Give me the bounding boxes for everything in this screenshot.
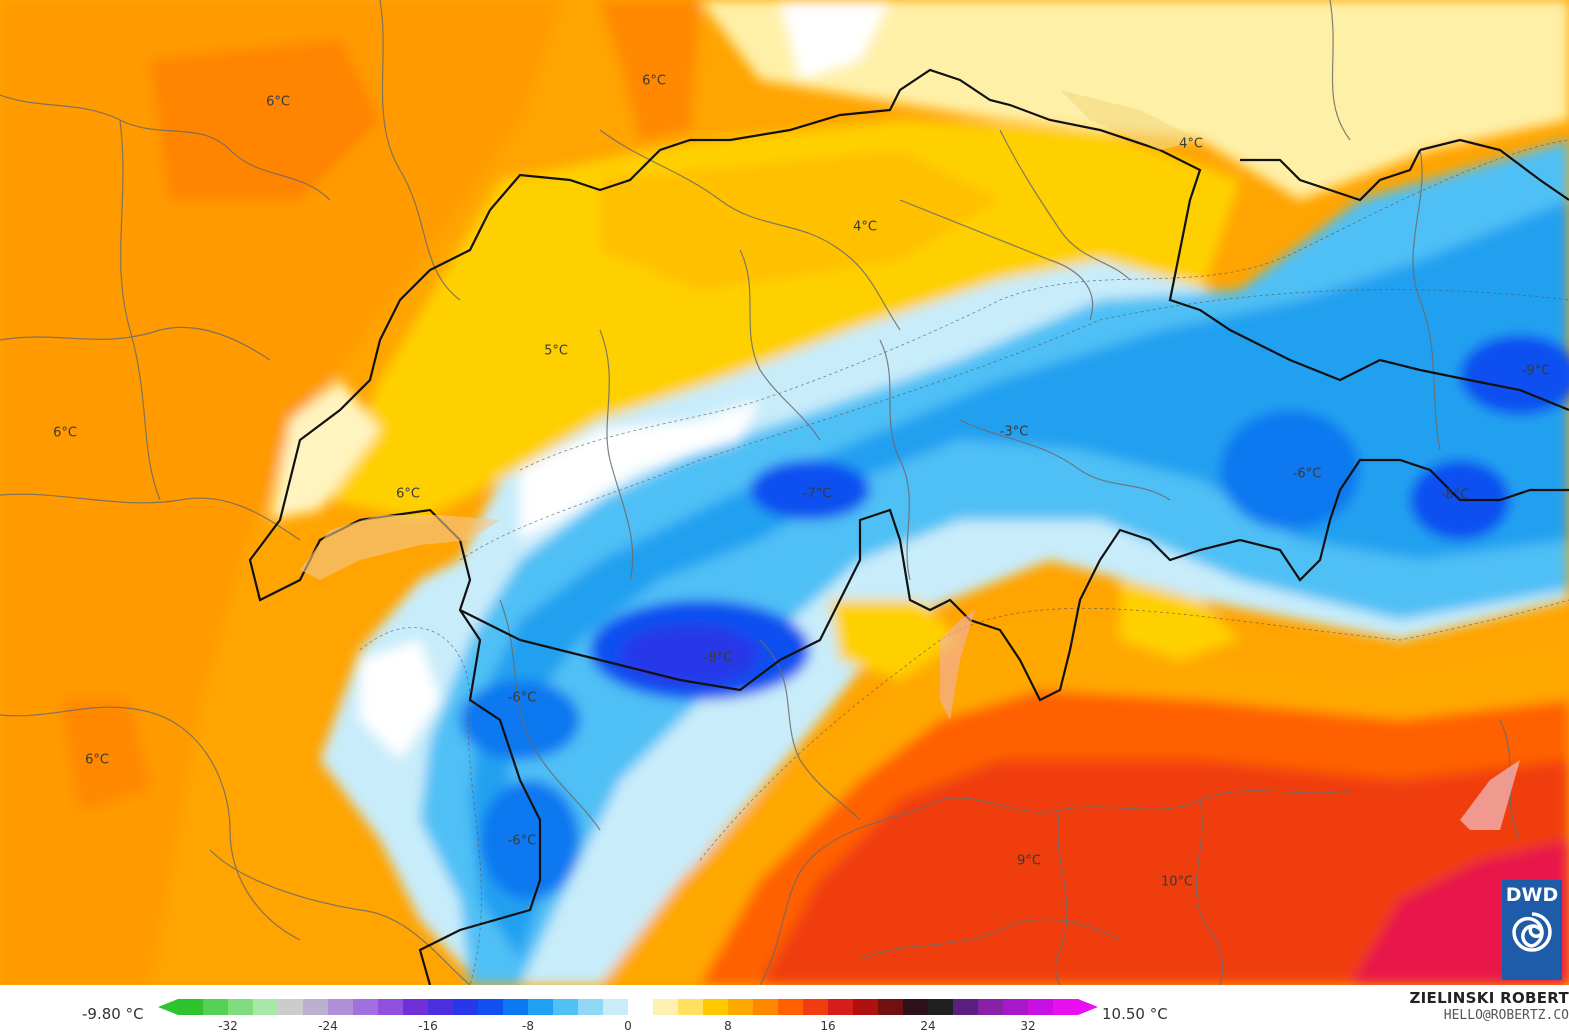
colorbar-segment: [753, 999, 779, 1015]
dwd-swirl-icon: [1512, 912, 1552, 952]
temp-label: 10°C: [1160, 874, 1194, 890]
temp-label: 9°C: [1017, 853, 1041, 869]
colorbar-segment: [528, 999, 554, 1015]
colorbar-segment: [203, 999, 229, 1015]
colorbar-segment: [303, 999, 329, 1015]
temp-label: -7°C: [802, 486, 832, 502]
colorbar-segment: [553, 999, 579, 1015]
colorbar-segment: [478, 999, 504, 1015]
colorbar-segment: [953, 999, 979, 1015]
colorbar-segment: [803, 999, 829, 1015]
temp-label: 6°C: [396, 486, 420, 502]
colorbar-segment: [428, 999, 454, 1015]
temp-label: -8°C: [1440, 487, 1470, 503]
colorbar-tick-label: -8: [522, 1019, 534, 1033]
colorbar-segment: [1028, 999, 1054, 1015]
colorbar-tick-label: 16: [820, 1019, 836, 1033]
map-canvas: [0, 0, 1569, 985]
temp-label: 6°C: [53, 425, 77, 441]
temperature-field: [0, 0, 1569, 985]
isotherms: [359, 139, 1569, 985]
colorbar-segment: [728, 999, 754, 1015]
temp-label: -6°C: [507, 833, 537, 849]
colorbar-tick-label: 32: [1020, 1019, 1036, 1033]
colorbar-segment: [253, 999, 279, 1015]
temp-label: -6°C: [507, 690, 537, 706]
temperature-map: 6°C 6°C 4°C 4°C 5°C 6°C 6°C 6°C -3°C -7°…: [0, 0, 1569, 985]
colorbar-tick-label: 0: [624, 1019, 632, 1033]
colorbar-segment: [403, 999, 429, 1015]
colorbar-segment: [928, 999, 954, 1015]
temp-label: 6°C: [266, 94, 290, 110]
colorbar-segment: [278, 999, 304, 1015]
colorbar-segment: [578, 999, 604, 1015]
colorbar-segment: [178, 999, 204, 1015]
colorbar-left-arrow: [158, 999, 178, 1015]
legend-max-value: 10.50 °C: [1102, 1005, 1168, 1023]
temp-label: -8°C: [703, 650, 733, 666]
legend: -9.80 °C -32 -24 -16 -8 0 8 16 24 32 10.50 °C ZI…: [0, 985, 1569, 1035]
colorbar-segment: [503, 999, 529, 1015]
author-credit: ZIELINSKI ROBERT: [1409, 989, 1569, 1007]
temp-label: 6°C: [642, 73, 666, 89]
temp-label: 4°C: [1179, 136, 1203, 152]
colorbar-tick-label: 24: [920, 1019, 936, 1033]
colorbar-segment: [378, 999, 404, 1015]
colorbar-segment: [453, 999, 479, 1015]
temp-label: 6°C: [85, 752, 109, 768]
colorbar: [158, 999, 1098, 1015]
colorbar-segment: [878, 999, 904, 1015]
legend-min-value: -9.80 °C: [82, 1005, 144, 1023]
temp-label: -6°C: [1292, 466, 1322, 482]
colorbar-segment: [978, 999, 1004, 1015]
colorbar-segment: [628, 999, 654, 1015]
national-borders: [248, 68, 1569, 985]
colorbar-segment: [1053, 999, 1079, 1015]
colorbar-segment: [828, 999, 854, 1015]
colorbar-segment: [228, 999, 254, 1015]
author-email: HELLO@ROBERTZ.CO: [1443, 1008, 1569, 1023]
temp-label: 4°C: [853, 219, 877, 235]
colorbar-segment: [1003, 999, 1029, 1015]
admin-borders: [0, 0, 1521, 985]
colorbar-segment: [703, 999, 729, 1015]
colorbar-segment: [353, 999, 379, 1015]
colorbar-segment: [328, 999, 354, 1015]
colorbar-segment: [653, 999, 679, 1015]
temp-label: -3°C: [999, 424, 1029, 440]
dwd-logo: DWD: [1502, 880, 1562, 980]
colorbar-segment: [678, 999, 704, 1015]
colorbar-segment: [778, 999, 804, 1015]
colorbar-tick-label: -16: [418, 1019, 438, 1033]
colorbar-segment: [603, 999, 629, 1015]
colorbar-tick-label: 8: [724, 1019, 732, 1033]
temp-label: -9°C: [1521, 363, 1551, 379]
colorbar-segment: [903, 999, 929, 1015]
temp-label: 5°C: [544, 343, 568, 359]
lakes: [300, 90, 1520, 830]
colorbar-segment: [853, 999, 879, 1015]
colorbar-right-arrow: [1078, 999, 1098, 1015]
colorbar-tick-label: -24: [318, 1019, 338, 1033]
dwd-logo-text: DWD: [1505, 884, 1559, 906]
colorbar-tick-label: -32: [218, 1019, 238, 1033]
